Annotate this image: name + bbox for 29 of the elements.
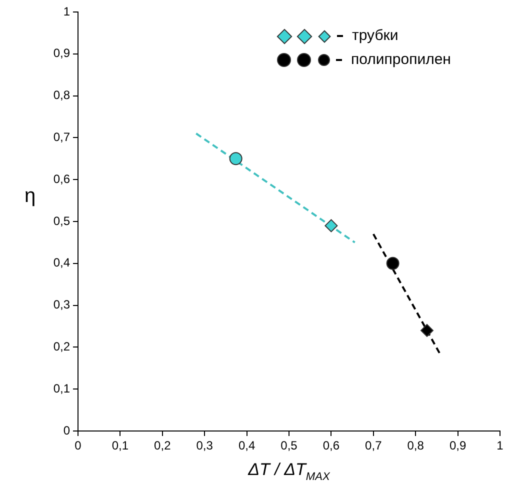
y-tick-label: 0,9 (53, 46, 70, 60)
point (420, 324, 434, 337)
x-tick-label: 0,6 (322, 438, 340, 453)
y-tick-label: 0,8 (53, 88, 70, 102)
x-tick-label: 0,1 (112, 438, 129, 453)
point (386, 256, 400, 270)
y-tick-label: 0,6 (53, 172, 70, 186)
legend-label: полипропилен (336, 48, 451, 72)
x-tick-label: 0,9 (449, 438, 466, 453)
x-tick-label: 0,2 (154, 438, 172, 453)
y-tick-label: 0,4 (53, 256, 70, 270)
legend-label: трубки (337, 24, 398, 48)
x-tick-label: 0,4 (238, 438, 256, 453)
x-tick-label: 0,3 (196, 438, 214, 453)
y-tick-label: 0,5 (53, 214, 70, 228)
point (324, 219, 338, 232)
y-tick-label: 0,1 (53, 381, 70, 396)
y-axis-title: η (24, 185, 36, 208)
y-tick-label: 0,7 (53, 130, 70, 144)
x-tick-label: 0,7 (365, 438, 382, 453)
y-tick-label: 0,2 (53, 340, 70, 354)
point (229, 152, 242, 166)
y-tick-label: 1 (63, 4, 70, 18)
x-tick-label: 0,8 (407, 438, 424, 453)
x-tick-label: 0,5 (280, 438, 298, 453)
y-tick-label: 0 (63, 423, 70, 438)
x-tick-label: 1 (496, 438, 504, 453)
y-tick-label: 0,3 (53, 298, 70, 312)
x-tick-label: 0 (74, 438, 82, 453)
